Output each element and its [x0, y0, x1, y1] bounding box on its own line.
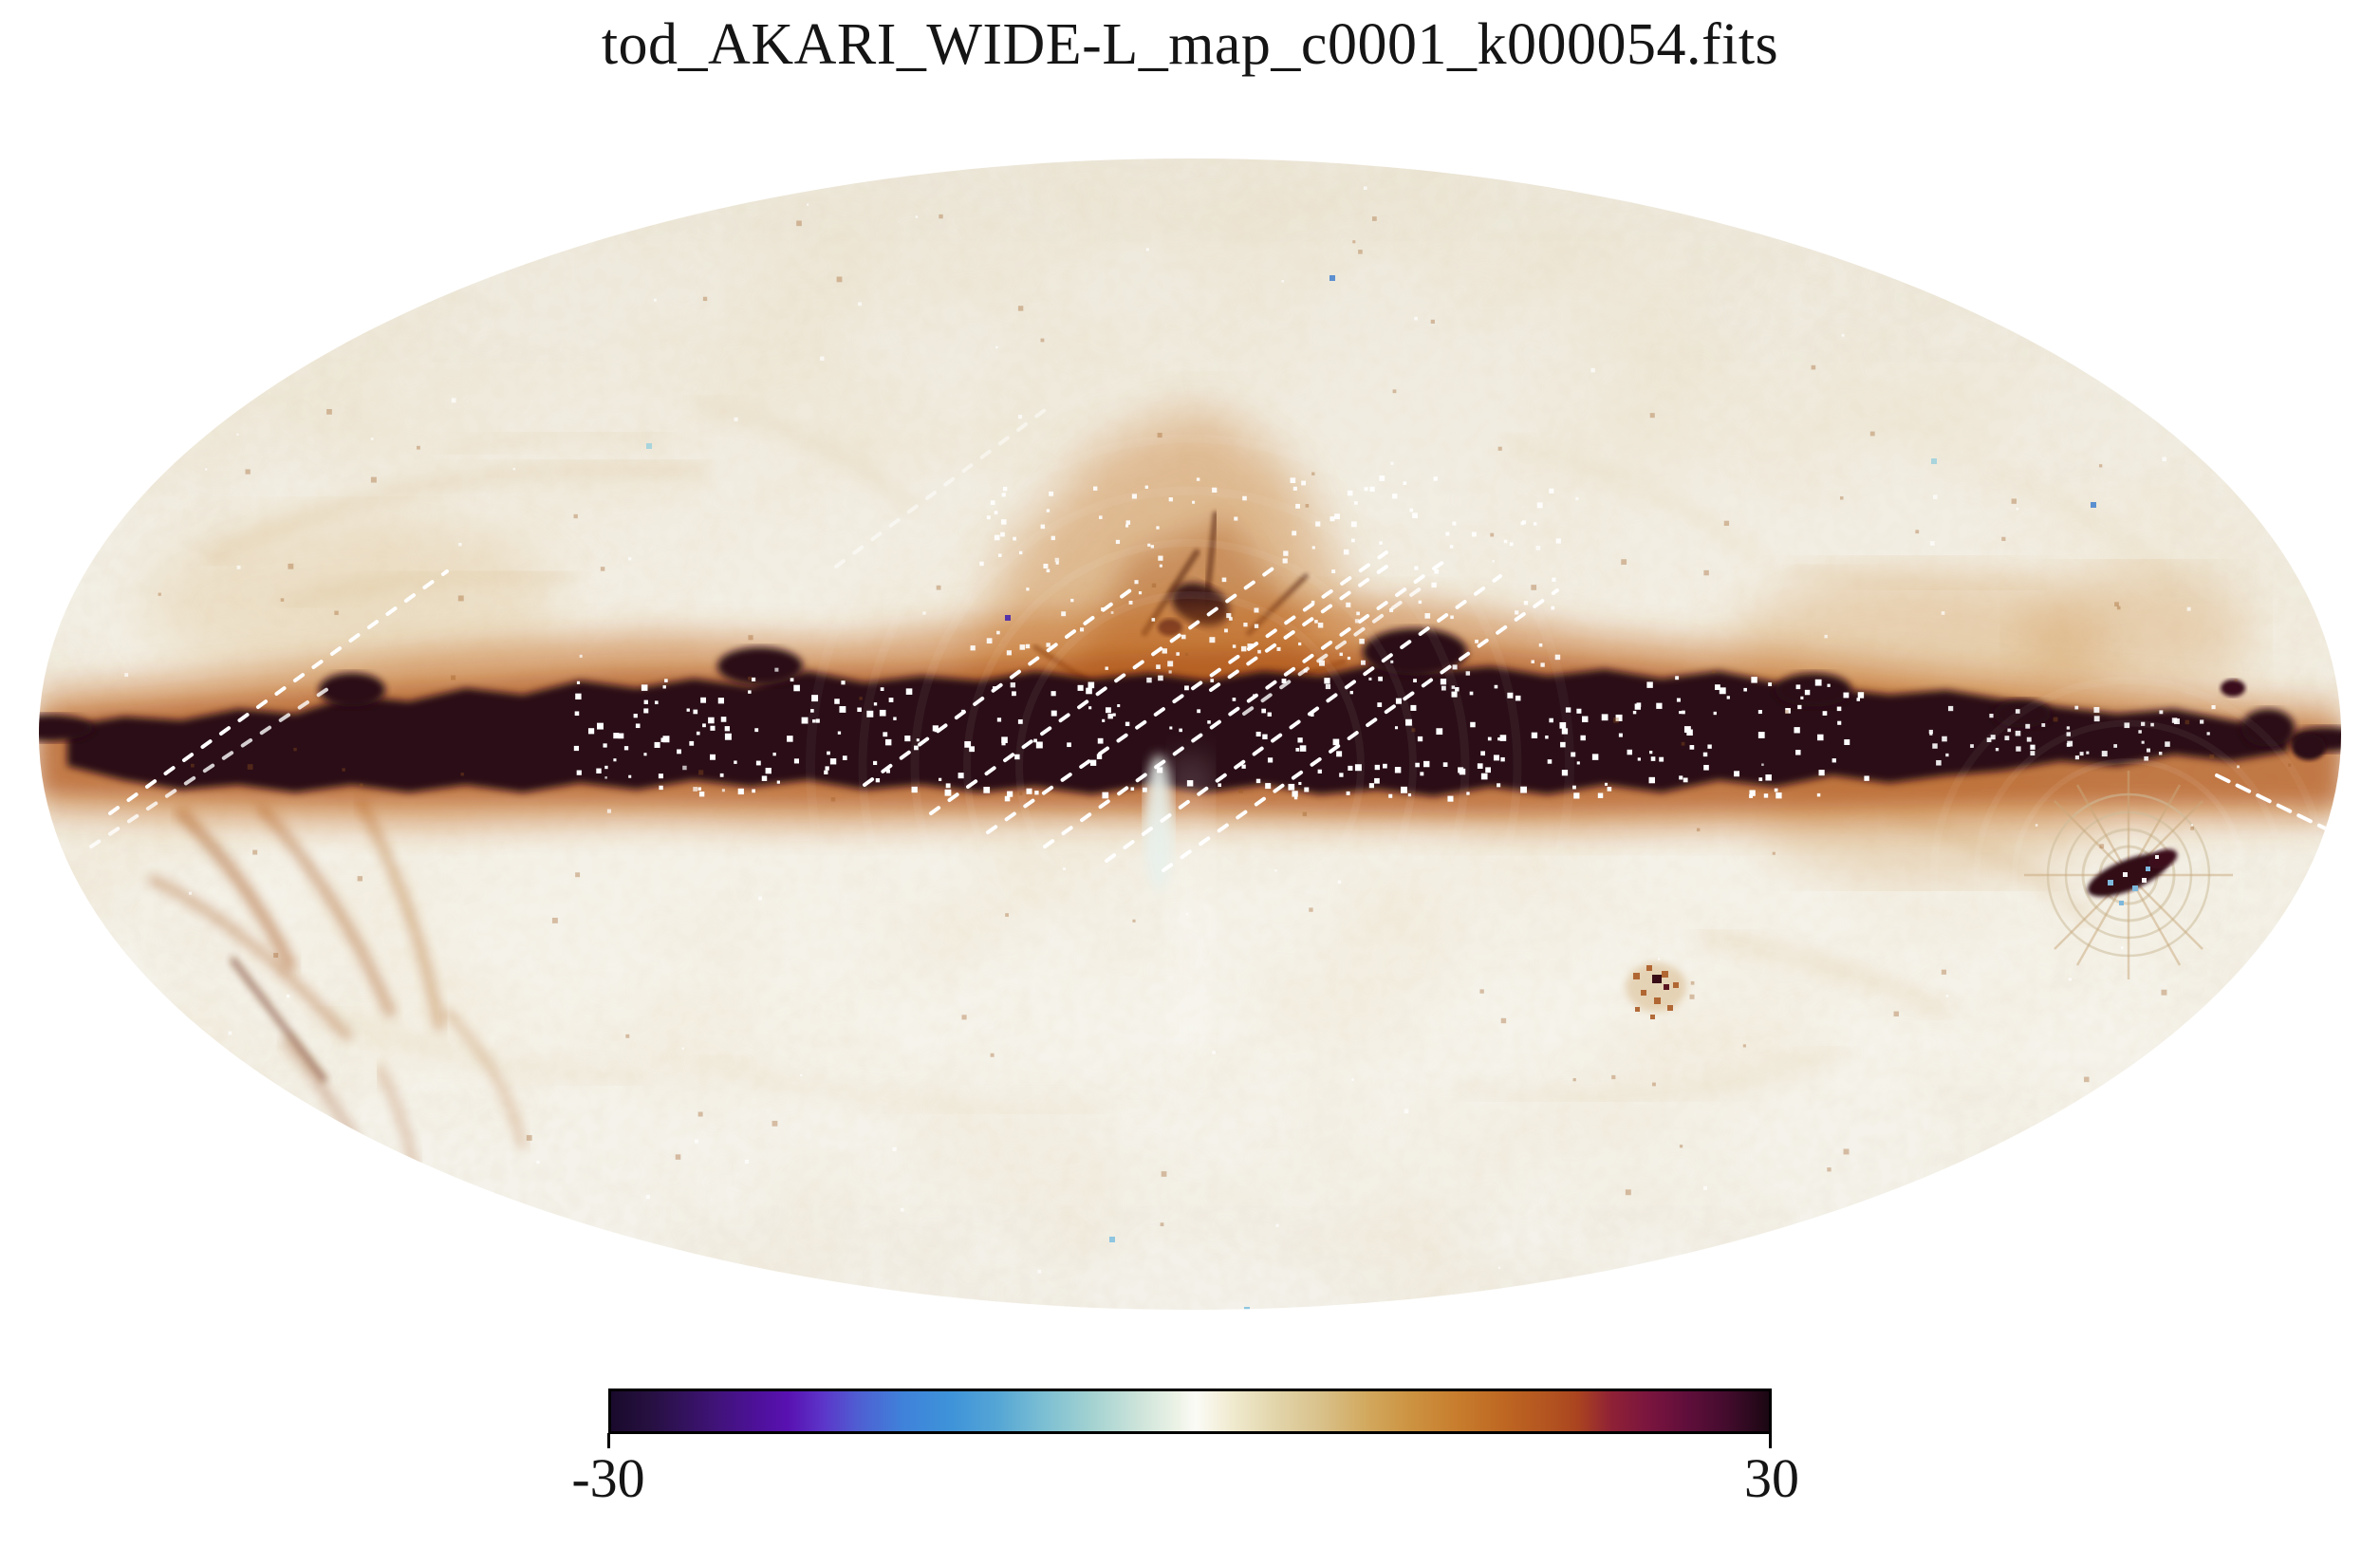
sky-map-mollweide	[39, 158, 2341, 1310]
colorbar-tick-max	[1769, 1433, 1772, 1448]
colorbar-min-label: -30	[571, 1447, 645, 1509]
left-dust-filaments	[148, 799, 527, 1225]
colorbar-max-label: 30	[1744, 1447, 1799, 1509]
scan-stripe-artifacts	[89, 408, 2341, 872]
negative-pixel-dots	[646, 275, 2096, 1310]
vertical-scan-streak	[1144, 755, 1212, 1070]
figure-title: tod_AKARI_WIDE-L_map_c0001_k000054.fits	[601, 12, 1779, 77]
lmc-source	[2024, 771, 2233, 979]
masked-pixel-speckles	[124, 186, 2292, 1274]
smc-source	[1626, 962, 1686, 1019]
colorbar	[608, 1389, 1772, 1434]
galactic-plane-band	[39, 628, 2341, 796]
colorbar-tick-min	[607, 1433, 610, 1448]
right-limb-dark-knots	[2221, 680, 2326, 760]
